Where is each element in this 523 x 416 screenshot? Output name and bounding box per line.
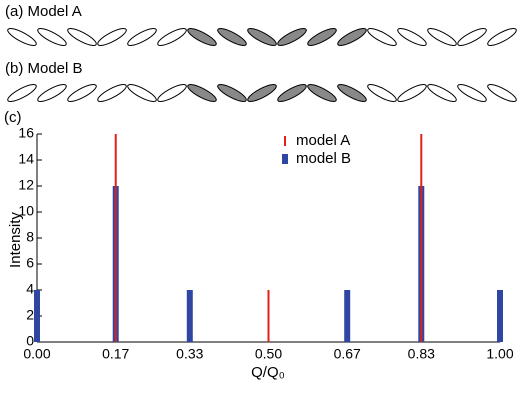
bar: [114, 134, 117, 342]
bar: [267, 290, 270, 342]
bar: [420, 134, 423, 342]
ellipse: [247, 84, 277, 102]
x-tick-label: 0.33: [176, 346, 203, 362]
y-tick-label: 6: [26, 255, 34, 271]
y-tick-label: 16: [18, 125, 34, 141]
legend-marker: [282, 154, 288, 164]
y-tick-label: 14: [18, 151, 34, 167]
ellipse: [457, 84, 487, 102]
ellipse: [187, 84, 217, 102]
x-tick-label: 0.83: [408, 346, 435, 362]
ellipse: [127, 28, 157, 46]
legend-label: model A: [296, 132, 350, 149]
ellipse: [127, 84, 157, 102]
ellipse: [277, 28, 307, 46]
ellipse: [7, 84, 37, 102]
ellipse: [7, 28, 37, 46]
x-tick-label: 1.00: [486, 346, 513, 362]
ellipse: [157, 84, 187, 102]
ellipse: [487, 28, 517, 46]
ellipse: [217, 84, 247, 102]
y-tick-label: 12: [18, 177, 34, 193]
ellipse: [397, 28, 427, 46]
x-tick-label: 0.17: [102, 346, 129, 362]
ellipse: [337, 28, 367, 46]
x-tick-label: 0.50: [255, 346, 282, 362]
panel-a-title: (a) Model A: [5, 3, 82, 20]
ellipse: [307, 28, 337, 46]
ellipse: [67, 84, 97, 102]
ellipse: [487, 84, 517, 102]
ellipse: [427, 84, 457, 102]
ellipse: [187, 28, 217, 46]
ellipse: [367, 84, 397, 102]
y-tick-label: 8: [26, 229, 34, 245]
legend-label: model B: [296, 150, 351, 167]
y-axis-label: Intensity: [7, 212, 24, 268]
y-tick-label: 10: [18, 203, 34, 219]
ellipse: [427, 28, 457, 46]
x-tick-label: 0.00: [23, 346, 50, 362]
ellipse: [337, 84, 367, 102]
bar: [34, 290, 40, 342]
bar: [344, 290, 351, 342]
ellipse: [247, 28, 277, 46]
ellipse: [97, 84, 127, 102]
model-b-ellipses: [7, 84, 517, 102]
ellipse: [67, 28, 97, 46]
y-tick-label: 2: [26, 307, 34, 323]
model-a-ellipses: [7, 28, 517, 46]
bar: [497, 290, 503, 342]
ellipse: [277, 84, 307, 102]
ellipse: [37, 84, 67, 102]
ellipse: [37, 28, 67, 46]
y-tick-label: 0: [26, 333, 34, 349]
x-tick-label: 0.67: [334, 346, 361, 362]
ellipse: [397, 84, 427, 102]
x-axis-label: Q/Q₀: [251, 364, 285, 381]
ellipse: [157, 28, 187, 46]
bar: [186, 290, 193, 342]
ellipse: [97, 28, 127, 46]
y-tick-label: 4: [26, 281, 34, 297]
ellipse: [217, 28, 247, 46]
legend-marker: [284, 136, 286, 146]
panel-c-label: (c): [4, 109, 22, 126]
panel-b-title: (b) Model B: [5, 60, 83, 77]
ellipse: [367, 28, 397, 46]
ellipse: [307, 84, 337, 102]
ellipse: [457, 28, 487, 46]
